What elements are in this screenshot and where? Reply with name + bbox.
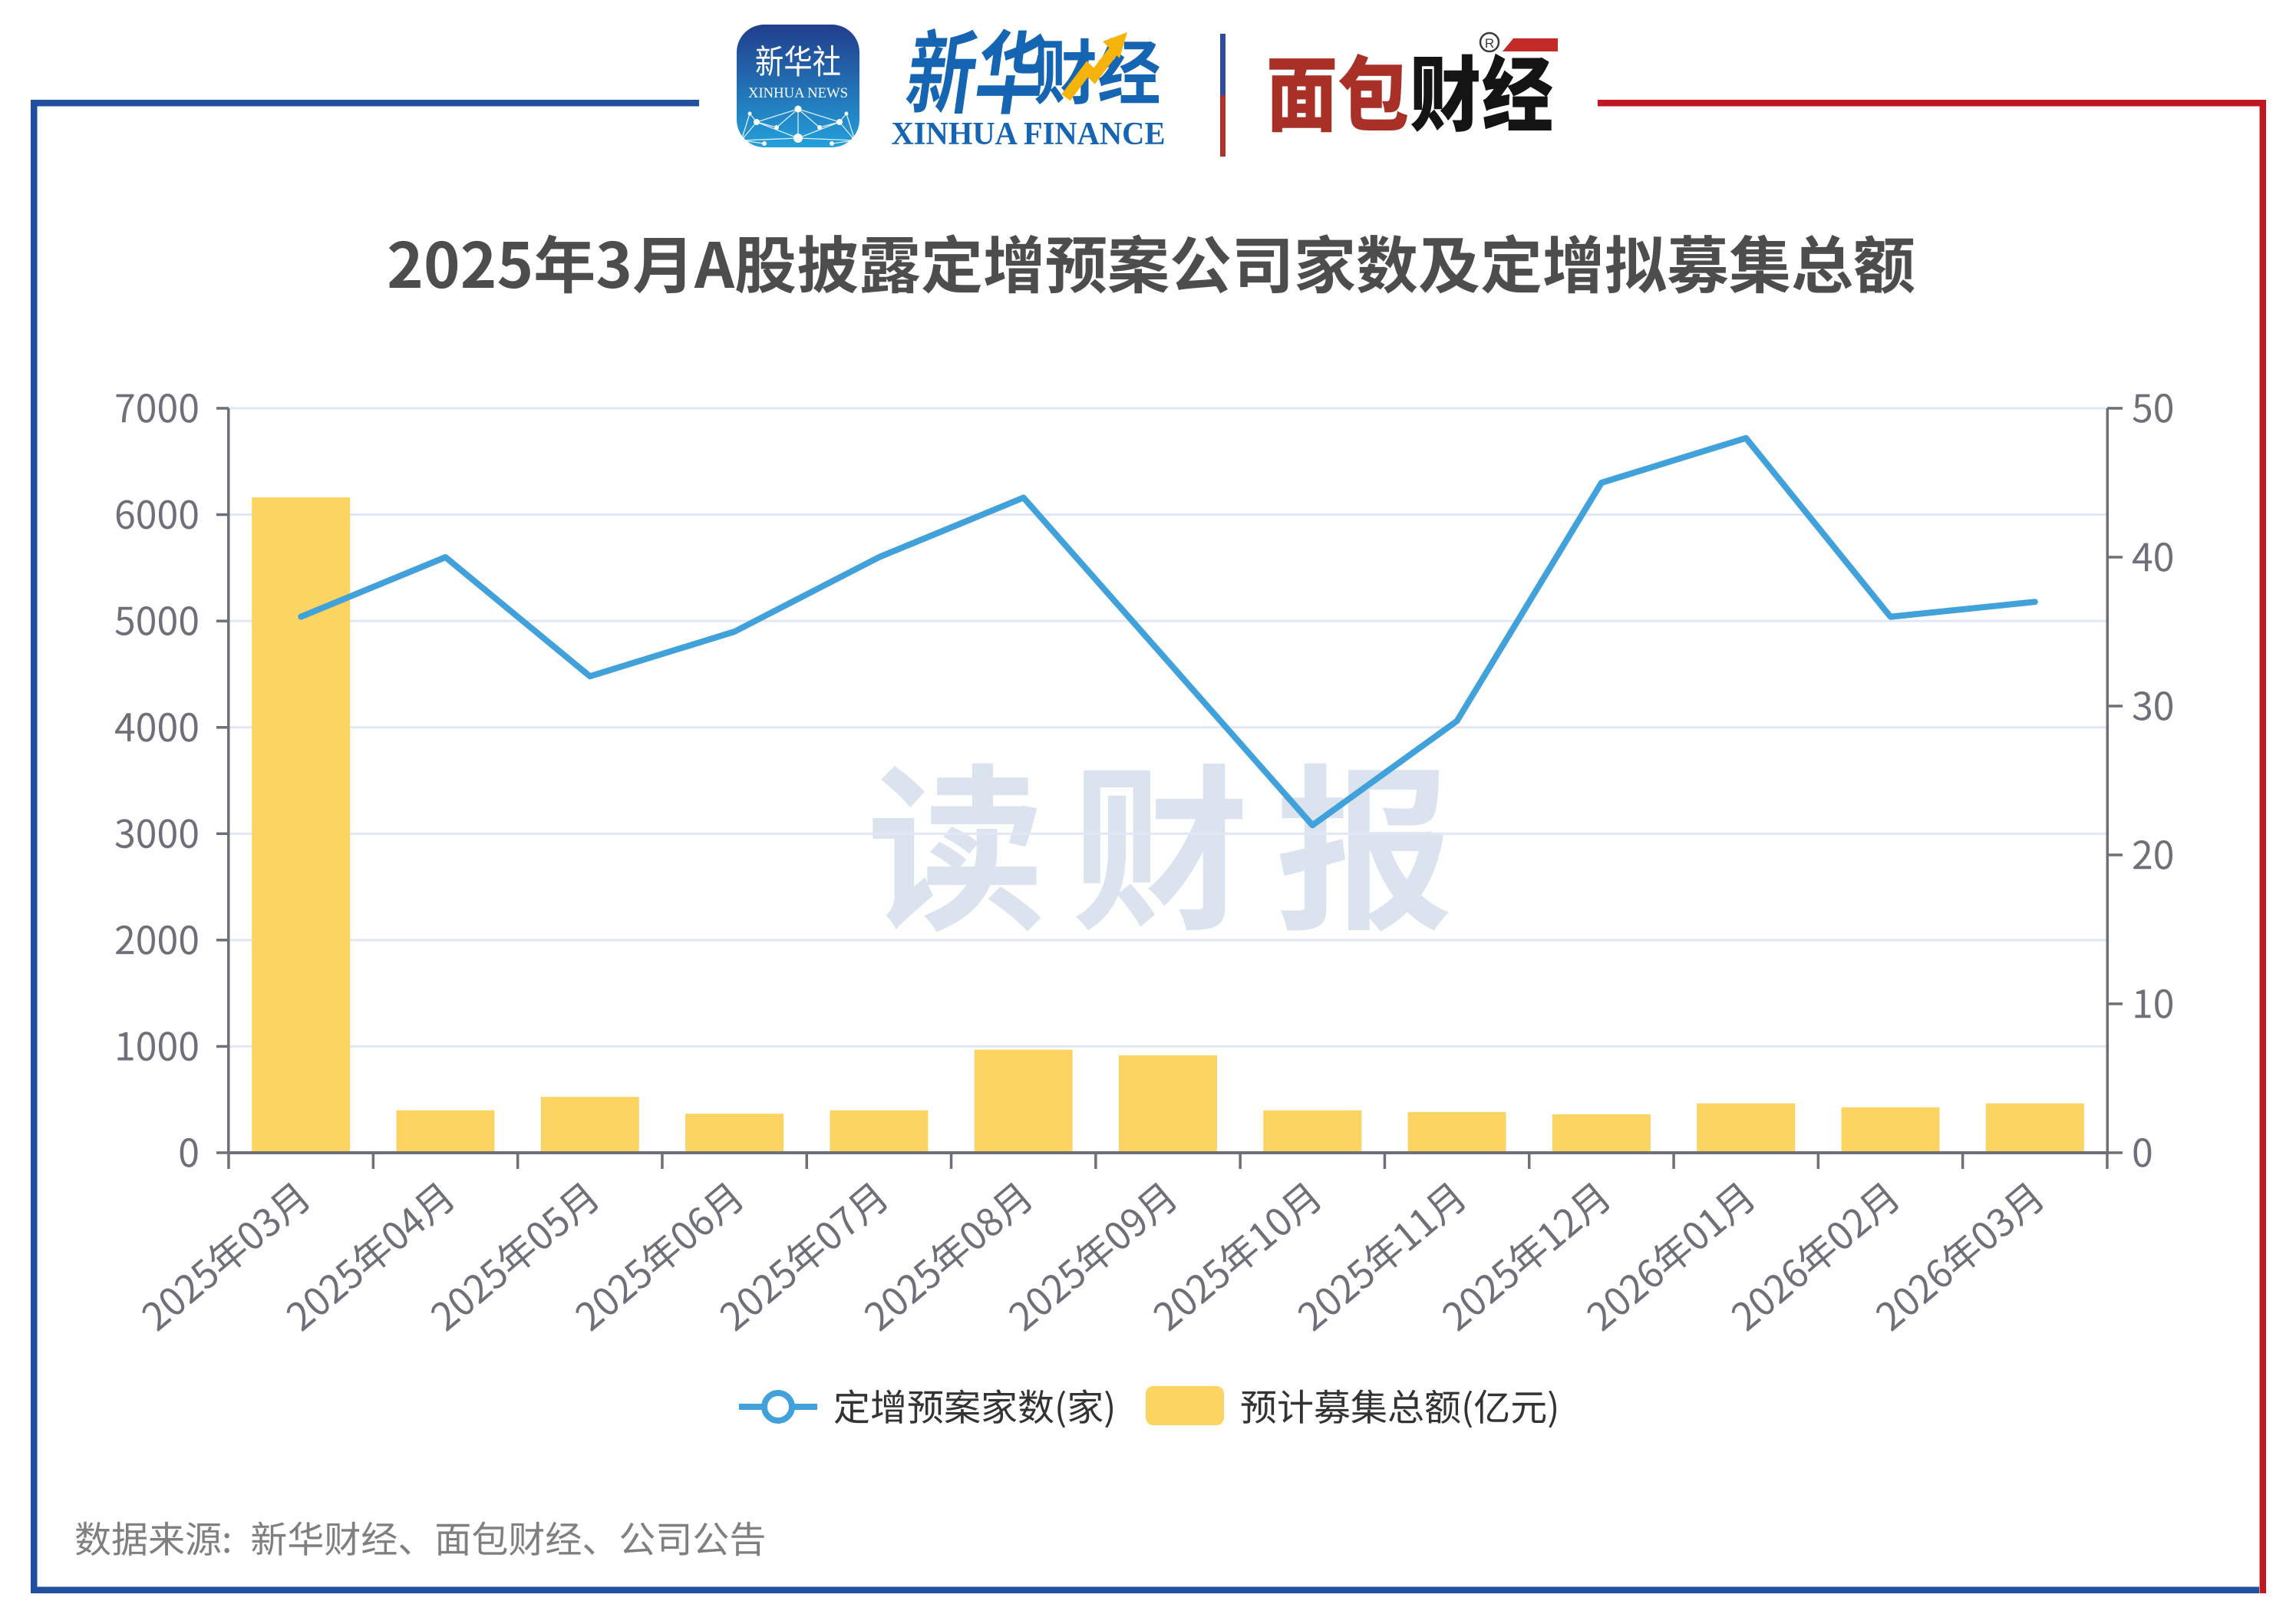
svg-text:XINHUA FINANCE: XINHUA FINANCE [892, 117, 1166, 152]
svg-text:XINHUA NEWS: XINHUA NEWS [748, 85, 848, 101]
svg-text:R: R [1485, 36, 1494, 51]
